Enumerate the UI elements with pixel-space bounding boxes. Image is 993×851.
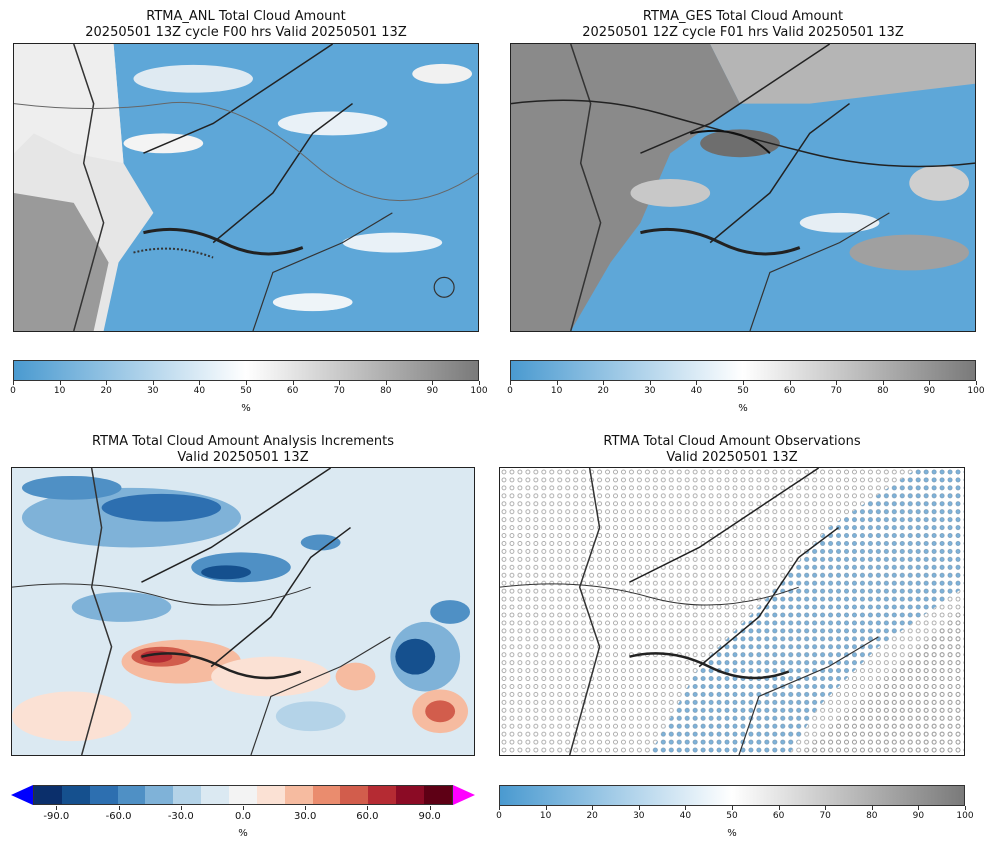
colorbar-under-arrow [11, 785, 33, 805]
tick-label: 40 [679, 811, 692, 821]
tick-label: 0 [10, 386, 16, 396]
tick-label: 60.0 [356, 811, 379, 822]
tick-label: 70 [819, 811, 831, 821]
colorbar-observations-unit: % [727, 828, 737, 839]
tick-label: 90.0 [418, 811, 441, 822]
tick-label: 30 [644, 386, 656, 396]
tick-label: 70 [333, 386, 345, 396]
tick-label: 90 [912, 811, 925, 821]
colorbar-ges-unit: % [738, 403, 748, 414]
colorbar-segment [61, 786, 90, 804]
tick-label: 90 [426, 386, 439, 396]
colorbar-segment [284, 786, 313, 804]
tick-label: 30 [633, 811, 645, 821]
colorbar-segment [145, 786, 174, 804]
panel-title-increments: RTMA Total Cloud Amount Analysis Increme… [11, 434, 475, 466]
colorbar-increments [11, 785, 475, 805]
panel-title-ges: RTMA_GES Total Cloud Amount 20250501 12Z… [510, 9, 976, 41]
tick-label: 10 [539, 811, 552, 821]
tick-label: -60.0 [105, 811, 132, 822]
colorbar-increments-segments [33, 785, 453, 805]
map-anl [13, 43, 479, 332]
tick-label: 60 [783, 386, 796, 396]
panel-title-anl-line1: RTMA_ANL Total Cloud Amount [146, 9, 346, 24]
panel-title-observations: RTMA Total Cloud Amount Observations Val… [499, 434, 965, 466]
panel-title-increments-line2: Valid 20250501 13Z [177, 450, 309, 465]
tick-label: 100 [470, 386, 488, 396]
tick-label: 80 [877, 386, 889, 396]
colorbar-segment [34, 786, 62, 804]
colorbar-ges-ticks: 0 10 20 30 40 50 60 70 80 90 100 [507, 381, 985, 407]
colorbar-segment [201, 786, 230, 804]
tick-label: 50 [240, 386, 252, 396]
colorbar-segment [229, 786, 257, 804]
tick-label: 90 [923, 386, 936, 396]
colorbar-increments-ticks: -90.0 -60.0 -30.0 0.0 30.0 60.0 90.0 [33, 806, 453, 832]
tick-label: 60 [286, 386, 299, 396]
colorbar-observations [499, 785, 965, 806]
map-increments [11, 467, 475, 756]
tick-label: 10 [550, 386, 563, 396]
panel-title-ges-line1: RTMA_GES Total Cloud Amount [642, 9, 844, 24]
colorbar-anl-ticks: 0 10 20 30 40 50 60 70 80 90 100 [10, 381, 488, 407]
colorbar-segment [117, 786, 146, 804]
colorbar-anl [13, 360, 479, 381]
colorbar-observations-ticks: 0 10 20 30 40 50 60 70 80 90 100 [496, 806, 974, 832]
tick-label: 40 [193, 386, 206, 396]
colorbar-segment [396, 786, 425, 804]
colorbar-anl-unit: % [241, 403, 251, 414]
tick-label: 20 [597, 386, 609, 396]
colorbar-increments-unit: % [238, 828, 248, 839]
tick-label: 100 [967, 386, 985, 396]
colorbar-segment [340, 786, 369, 804]
tick-label: 30 [147, 386, 159, 396]
panel-title-anl-line2: 20250501 13Z cycle F00 hrs Valid 2025050… [85, 25, 407, 40]
tick-label: -30.0 [167, 811, 194, 822]
panel-title-anl: RTMA_ANL Total Cloud Amount 20250501 13Z… [13, 9, 479, 41]
colorbar-segment [173, 786, 202, 804]
tick-label: 20 [586, 811, 598, 821]
panel-title-ges-line2: 20250501 12Z cycle F01 hrs Valid 2025050… [582, 25, 904, 40]
tick-label: 60 [772, 811, 785, 821]
tick-label: -90.0 [43, 811, 70, 822]
tick-label: 0 [496, 811, 502, 821]
tick-label: 80 [866, 811, 878, 821]
tick-label: 0 [507, 386, 513, 396]
tick-label: 0.0 [235, 811, 251, 822]
tick-label: 100 [956, 811, 974, 821]
colorbar-segment [256, 786, 285, 804]
tick-label: 10 [53, 386, 66, 396]
tick-label: 20 [100, 386, 112, 396]
map-ges [510, 43, 976, 332]
panel-title-increments-line1: RTMA Total Cloud Amount Analysis Increme… [92, 434, 394, 449]
colorbar-ges [510, 360, 976, 381]
panel-title-observations-line2: Valid 20250501 13Z [666, 450, 798, 465]
colorbar-segment [89, 786, 118, 804]
tick-label: 40 [690, 386, 703, 396]
tick-label: 30.0 [294, 811, 317, 822]
colorbar-segment [424, 786, 452, 804]
colorbar-segment [312, 786, 341, 804]
tick-label: 70 [830, 386, 842, 396]
colorbar-segment [368, 786, 397, 804]
tick-label: 50 [726, 811, 738, 821]
panel-title-observations-line1: RTMA Total Cloud Amount Observations [603, 434, 861, 449]
tick-label: 50 [737, 386, 749, 396]
map-observations [499, 467, 965, 756]
colorbar-over-arrow [453, 785, 475, 805]
tick-label: 80 [380, 386, 392, 396]
